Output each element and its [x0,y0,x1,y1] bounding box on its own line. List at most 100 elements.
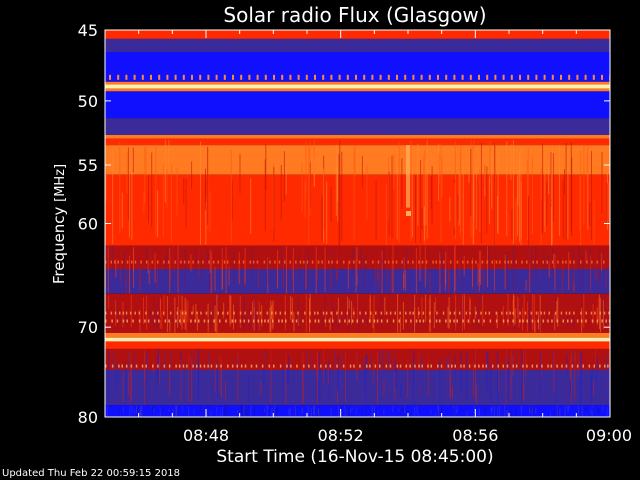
texture-dot [590,311,593,315]
texture-streak [430,176,432,209]
texture-streak [497,148,499,235]
texture-streak [116,361,118,405]
texture-dot [569,260,571,264]
texture-streak [585,250,587,262]
spectrogram-heatmap [105,30,610,417]
texture-streak [460,351,462,394]
texture-streak [294,259,295,291]
texture-streak [353,147,355,242]
texture-streak [516,358,518,405]
texture-streak [110,405,112,412]
texture-streak [391,257,393,293]
comb-tick [486,74,489,80]
texture-dot [385,311,388,315]
texture-dot [208,260,210,264]
texture-streak [477,263,479,286]
texture-streak [437,405,439,411]
texture-streak [574,411,576,415]
texture-streak [608,181,610,222]
texture-streak [376,408,378,416]
texture-streak [396,150,398,240]
x-tick-label: 09:00 [586,426,632,445]
texture-dot [295,319,298,323]
texture-streak [314,405,316,416]
texture-streak [512,350,513,403]
texture-dot [259,311,262,315]
texture-streak [253,407,255,411]
texture-streak [568,405,570,409]
texture-streak [421,297,423,319]
texture-streak [558,410,560,416]
texture-dot [495,260,498,264]
texture-dot [497,364,499,368]
texture-dot [134,260,137,264]
texture-streak [131,257,133,285]
texture-streak [338,313,340,330]
texture-streak [529,296,531,329]
texture-dot [154,319,156,323]
texture-dot [468,364,471,368]
texture-streak [180,310,182,325]
texture-streak [401,407,403,412]
texture-dot [442,311,445,315]
texture-dot [240,364,243,368]
texture-streak [215,318,217,332]
texture-streak [128,372,130,396]
texture-streak [288,355,289,388]
texture-streak [487,246,488,288]
texture-streak [581,293,583,313]
texture-dot [309,311,311,315]
texture-dot [309,319,311,323]
texture-streak [403,257,405,288]
texture-dot [264,319,266,323]
comb-tick [207,74,210,80]
texture-dot [349,364,352,368]
texture-streak [170,255,171,284]
texture-streak [455,294,457,331]
texture-streak [183,178,185,204]
texture-streak [522,307,523,331]
texture-streak [240,405,242,417]
texture-dot [167,260,170,264]
texture-streak [447,306,449,328]
texture-streak [261,305,263,327]
texture-dot [257,319,259,323]
texture-streak [233,250,235,285]
comb-tick [117,74,120,80]
texture-streak [526,301,528,332]
texture-streak [305,263,307,290]
texture-streak [476,165,478,230]
texture-dot [105,311,107,315]
texture-streak [363,364,365,388]
texture-streak [180,359,182,402]
texture-streak [107,246,109,294]
comb-tick [297,74,300,80]
comb-tick [396,74,398,80]
texture-streak [559,407,561,417]
texture-streak [517,296,519,319]
texture-dot [325,364,327,368]
texture-streak [291,297,293,321]
texture-streak [562,179,564,240]
texture-streak [407,357,409,398]
texture-dot [138,319,141,323]
texture-dot [256,311,259,315]
texture-streak [151,406,153,415]
texture-streak [516,274,517,291]
texture-streak [242,296,244,328]
texture-streak [511,409,513,416]
texture-streak [185,299,187,332]
texture-dot [200,311,202,315]
texture-dot [593,364,595,368]
texture-streak [453,408,455,415]
texture-dot [376,319,379,323]
texture-dot [603,260,605,264]
texture-streak [172,246,174,269]
texture-dot [207,364,209,368]
y-axis: 45 50 55 60 70 80 [78,21,610,427]
texture-streak [449,362,451,397]
texture-streak [265,144,267,190]
texture-streak [141,405,143,417]
texture-streak [165,256,167,275]
texture-dot [380,319,383,323]
